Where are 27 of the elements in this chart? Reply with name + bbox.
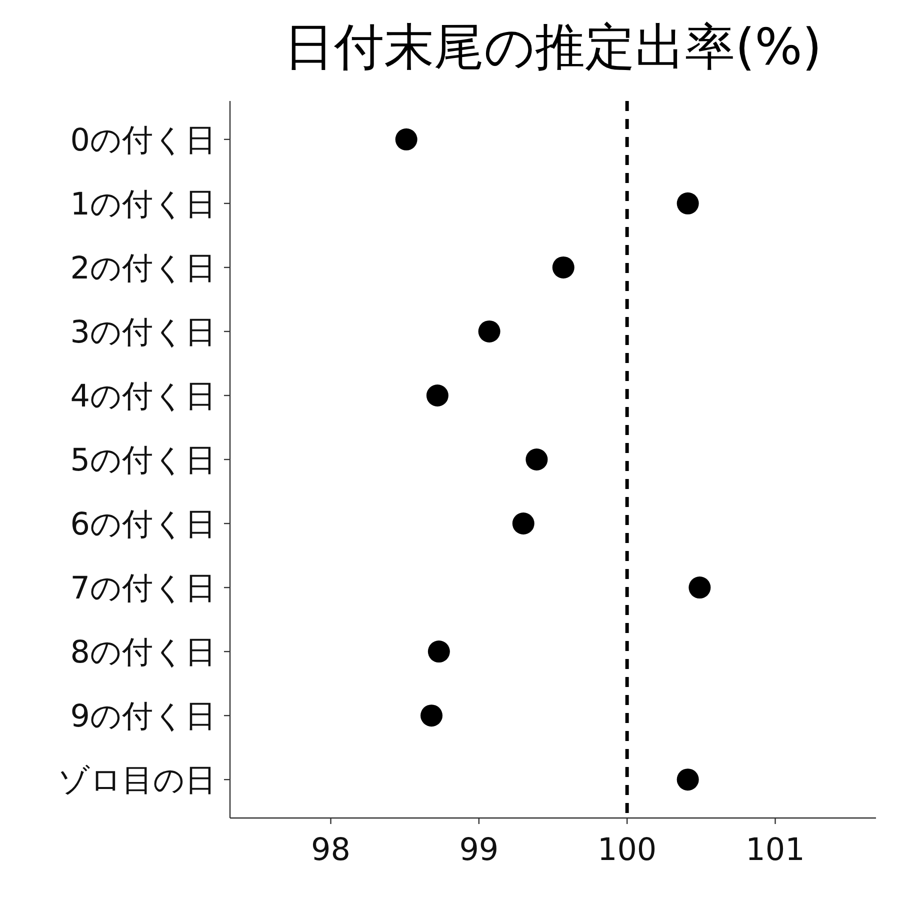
chart-title: 日付末尾の推定出率(%) xyxy=(284,18,822,76)
point xyxy=(512,512,534,535)
y-tick-label: 5の付く日 xyxy=(70,442,216,478)
point xyxy=(552,256,574,278)
y-tick-label: 4の付く日 xyxy=(70,378,216,414)
y-tick-label: 7の付く日 xyxy=(70,570,216,607)
y-tick-label: 0の付く日 xyxy=(70,122,216,158)
y-tick-label: 2の付く日 xyxy=(70,250,216,286)
y-tick-label: 8の付く日 xyxy=(70,634,216,671)
x-tick-label: 99 xyxy=(459,832,499,868)
point xyxy=(676,192,699,214)
y-tick-label: 6の付く日 xyxy=(70,506,216,543)
x-tick-label: 98 xyxy=(311,832,350,868)
y-tick-label: 3の付く日 xyxy=(70,314,216,350)
y-tick-label: 1の付く日 xyxy=(70,186,216,222)
x-tick-label: 101 xyxy=(746,832,805,868)
point xyxy=(395,128,418,150)
y-tick-label: 9の付く日 xyxy=(70,698,216,735)
point xyxy=(420,704,443,727)
point xyxy=(676,768,699,791)
y-tick-label: ゾロ目の日 xyxy=(58,762,216,799)
point xyxy=(526,448,548,470)
point xyxy=(428,640,450,663)
point xyxy=(688,576,711,599)
point xyxy=(426,384,448,406)
point xyxy=(478,320,500,342)
x-tick-label: 100 xyxy=(597,832,657,868)
